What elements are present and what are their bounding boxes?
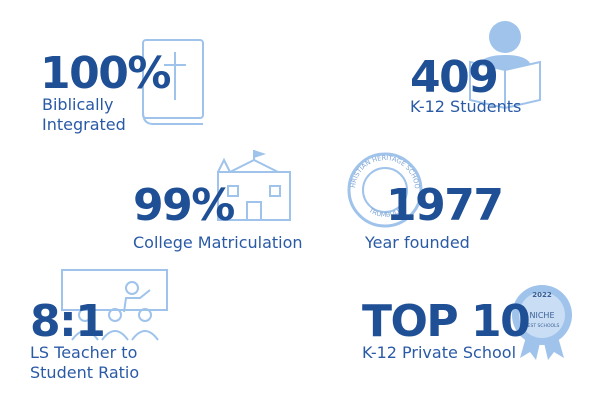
- stat-label: K-12 Private School: [362, 343, 516, 362]
- stat-label: K-12 Students: [410, 97, 521, 116]
- stat-label: Integrated: [42, 115, 126, 134]
- stat-value: TOP 10: [362, 296, 529, 347]
- stat-value: 409: [410, 52, 497, 103]
- stat-label: Biblically: [42, 95, 113, 114]
- reader-icon: [469, 21, 541, 110]
- badge-text: 2022: [532, 291, 552, 299]
- badge-text: BEST SCHOOLS: [525, 323, 560, 329]
- badge-text: NICHE: [530, 311, 555, 320]
- bible-icon: [142, 39, 204, 125]
- stat-value: 100%: [40, 48, 170, 99]
- niche-badge: 2022 NICHE BEST SCHOOLS: [512, 285, 572, 360]
- stat-label: Student Ratio: [30, 363, 139, 382]
- stat-label: LS Teacher to: [30, 343, 137, 362]
- stat-value: 99%: [133, 180, 234, 231]
- classroom-icon: [61, 269, 168, 341]
- building-icon: [217, 150, 291, 221]
- seal-text: TRUMBULL: [367, 206, 403, 219]
- stat-label: College Matriculation: [133, 233, 303, 252]
- stat-label: Year founded: [364, 233, 470, 252]
- stat-value: 8:1: [30, 296, 104, 347]
- stat-value: 1977: [386, 180, 502, 231]
